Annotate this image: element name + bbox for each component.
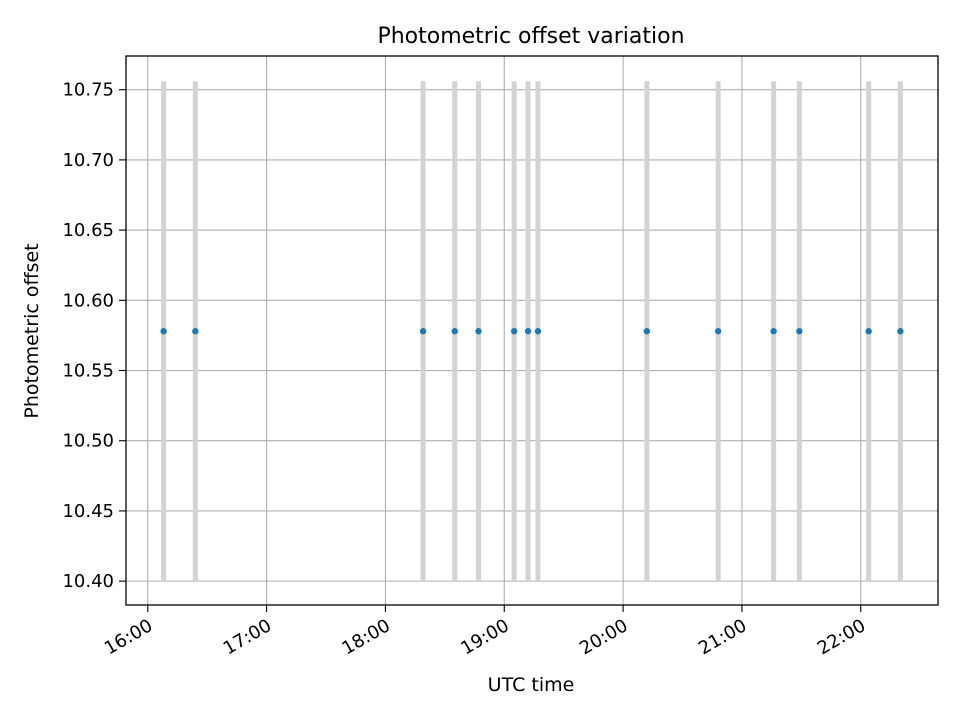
y-tick-label: 10.40 [62, 571, 114, 592]
data-point [192, 328, 199, 335]
data-point [451, 328, 458, 335]
data-point [643, 328, 651, 335]
y-tick-label: 10.60 [62, 290, 114, 311]
data-point [160, 328, 167, 335]
data-point [796, 328, 803, 335]
y-tick-label: 10.75 [62, 80, 114, 101]
data-point [865, 328, 872, 335]
data-point [770, 328, 777, 335]
data-point [475, 328, 482, 335]
y-axis-ticks: 10.40 10.45 10.50 10.55 10.60 10.65 10.70 10.75 [62, 80, 126, 592]
x-axis-label: UTC time [488, 674, 575, 696]
y-tick-label: 10.70 [62, 150, 114, 171]
y-axis-label: Photometric offset [21, 243, 43, 418]
y-tick-label: 10.50 [62, 431, 114, 452]
y-tick-label: 10.45 [62, 501, 114, 522]
y-tick-label: 10.55 [62, 361, 114, 382]
data-point [419, 328, 427, 335]
data-point [897, 328, 904, 335]
data-point [714, 328, 722, 335]
plot-area-frame [125, 55, 939, 606]
data-points [160, 328, 904, 335]
grid [126, 56, 938, 605]
chart-title: Photometric offset variation [377, 24, 684, 49]
data-point [524, 328, 532, 335]
data-point [534, 328, 542, 335]
data-point [510, 328, 518, 335]
y-tick-label: 10.65 [62, 220, 114, 241]
